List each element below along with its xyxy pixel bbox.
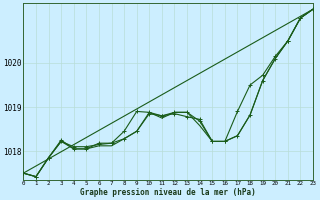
X-axis label: Graphe pression niveau de la mer (hPa): Graphe pression niveau de la mer (hPa) xyxy=(80,188,256,197)
